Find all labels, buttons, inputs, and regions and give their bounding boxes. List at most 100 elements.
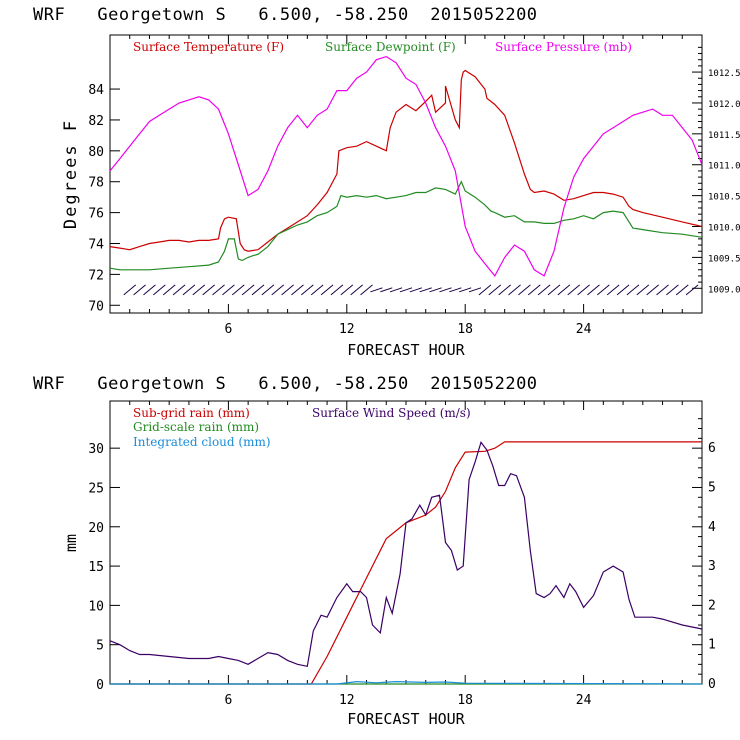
wind-barb xyxy=(646,284,659,296)
wind-barb xyxy=(153,284,166,296)
wind-barb xyxy=(241,284,255,296)
x-tick-label: 18 xyxy=(457,322,473,337)
y2-tick-label: 1010.0 xyxy=(708,224,740,234)
wind-barb xyxy=(143,284,156,296)
y-tick-label: 20 xyxy=(88,521,104,536)
wind-barb xyxy=(202,284,215,296)
wind-barb xyxy=(547,284,561,296)
wind-barb xyxy=(310,284,324,296)
y2-tick-label: 1011.5 xyxy=(708,131,740,141)
x-tick-label: 6 xyxy=(224,322,232,337)
wind-barb xyxy=(675,284,689,296)
wind-barb xyxy=(389,287,403,293)
y2-tick-label: 2 xyxy=(708,598,716,613)
x-tick-label: 24 xyxy=(576,693,592,708)
top-x-axis-label: FORECAST HOUR xyxy=(347,341,465,359)
wind-barb xyxy=(192,284,206,296)
y2-tick-label: 1009.5 xyxy=(708,254,740,264)
x-tick-label: 24 xyxy=(576,322,592,337)
wind-barb xyxy=(301,284,314,296)
integrated-cloud-line xyxy=(110,680,703,685)
y-tick-label: 72 xyxy=(88,268,104,283)
wind-barb xyxy=(508,284,521,296)
y-tick-label: 80 xyxy=(88,145,104,160)
y-tick-label: 82 xyxy=(88,114,104,129)
wind-barb xyxy=(399,287,413,293)
y-tick-label: 76 xyxy=(88,207,104,222)
legend-sub-grid-rain: Sub-grid rain (mm) xyxy=(133,406,250,420)
top-chart-title: WRF Georgetown S 6.500, -58.250 20150522… xyxy=(33,5,538,25)
wind-barb xyxy=(468,287,482,293)
wind-barb xyxy=(380,287,393,293)
y2-tick-label: 1011.0 xyxy=(708,162,740,172)
wind-barb xyxy=(616,284,630,296)
wind-barb xyxy=(123,284,137,296)
x-tick-label: 12 xyxy=(339,322,355,337)
bottom-y-axis-label: mm xyxy=(62,534,80,552)
legend-surface-wind-speed: Surface Wind Speed (m/s) xyxy=(312,406,471,420)
surface-pressure-line xyxy=(109,55,703,277)
legend-integrated-cloud: Integrated cloud (mm) xyxy=(133,435,271,449)
y2-tick-label: 1012.0 xyxy=(708,100,740,110)
wind-barb xyxy=(498,284,511,296)
wind-barb xyxy=(271,284,285,296)
y-tick-label: 10 xyxy=(88,599,104,614)
wind-barb xyxy=(320,284,334,296)
wind-barb xyxy=(251,284,265,296)
surface-wind-speed-line xyxy=(109,440,703,668)
y2-tick-label: 1010.5 xyxy=(708,193,740,203)
x-tick-label: 18 xyxy=(457,693,473,708)
wind-barb xyxy=(557,284,571,296)
wind-barb xyxy=(567,284,581,296)
wind-barbs xyxy=(123,284,699,296)
x-tick-label: 12 xyxy=(339,693,355,708)
y-tick-label: 25 xyxy=(88,481,104,496)
wind-barb xyxy=(231,284,245,296)
wind-barb xyxy=(429,287,442,293)
wind-barb xyxy=(133,284,146,296)
surface-temperature-line xyxy=(109,69,703,252)
wind-barb xyxy=(597,284,610,296)
y2-tick-label: 1009.0 xyxy=(708,285,740,295)
x-tick-label: 6 xyxy=(224,693,232,708)
wind-barb xyxy=(459,287,472,293)
wind-barb xyxy=(281,284,294,296)
surface-dewpoint-line xyxy=(109,180,703,271)
wind-barb xyxy=(340,284,354,296)
wind-barb xyxy=(685,284,699,296)
wind-barb xyxy=(291,284,304,296)
top-plot-frame xyxy=(109,34,703,314)
wind-barb xyxy=(370,287,383,293)
y-tick-label: 30 xyxy=(88,442,104,457)
wind-barb xyxy=(439,287,452,293)
wind-barb xyxy=(261,284,275,296)
wind-barb xyxy=(330,284,344,296)
wind-barb xyxy=(626,284,640,296)
legend-grid-scale-rain: Grid-scale rain (mm) xyxy=(133,420,259,434)
wind-barb xyxy=(587,284,600,296)
wind-barb xyxy=(222,284,235,296)
y-tick-label: 70 xyxy=(88,299,104,314)
bottom-chart-title: WRF Georgetown S 6.500, -58.250 20150522… xyxy=(33,374,538,394)
wind-barb xyxy=(162,284,176,296)
wind-barb xyxy=(666,284,679,296)
legend-surface-dewpoint: Surface Dewpoint (F) xyxy=(325,40,456,54)
wind-barb xyxy=(409,287,423,293)
wind-barb xyxy=(419,287,432,293)
precipitation-panel: WRF Georgetown S 6.500, -58.250 20150522… xyxy=(33,374,716,728)
temperature-panel: WRF Georgetown S 6.500, -58.250 20150522… xyxy=(33,5,740,359)
wind-barb xyxy=(350,284,363,296)
y2-tick-label: 5 xyxy=(708,480,716,495)
legend-surface-pressure: Surface Pressure (mb) xyxy=(495,40,632,54)
y2-tick-label: 1012.5 xyxy=(708,69,740,79)
y-tick-label: 78 xyxy=(88,176,104,191)
sub-grid-rain-line xyxy=(110,441,702,685)
wind-barb xyxy=(518,284,531,296)
y-tick-label: 74 xyxy=(88,238,104,253)
wind-barb xyxy=(182,284,196,296)
wind-barb xyxy=(656,284,669,296)
y-tick-label: 0 xyxy=(96,678,104,693)
wind-barb xyxy=(449,287,462,293)
top-y-axis-label: Degrees F xyxy=(61,119,81,229)
legend-surface-temperature: Surface Temperature (F) xyxy=(133,40,284,54)
